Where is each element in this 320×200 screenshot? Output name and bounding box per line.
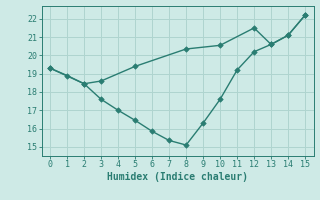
X-axis label: Humidex (Indice chaleur): Humidex (Indice chaleur) bbox=[107, 172, 248, 182]
